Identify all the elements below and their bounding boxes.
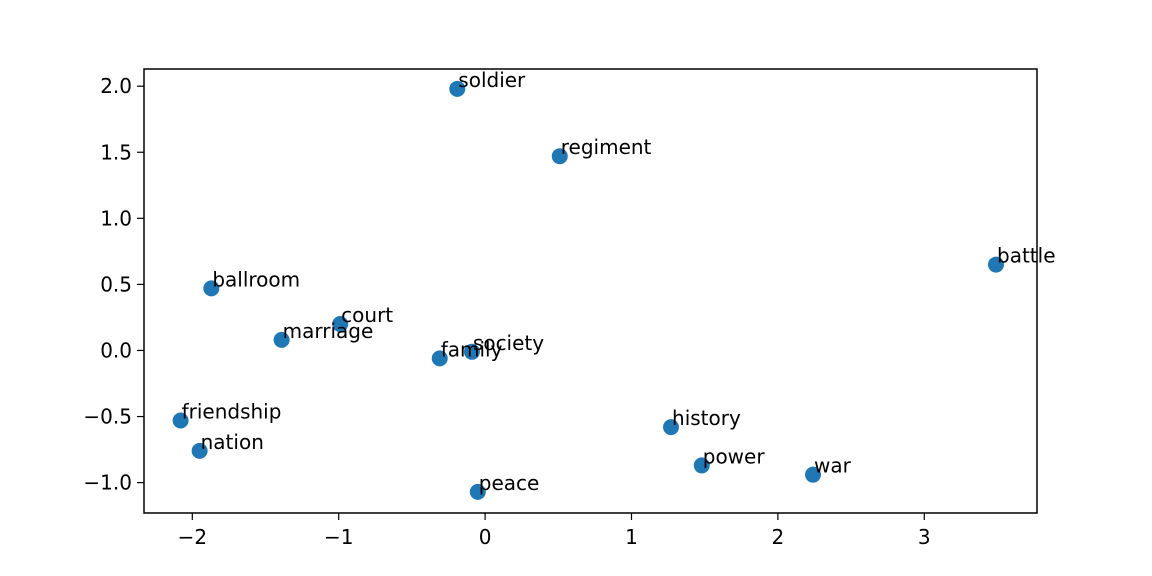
y-tick-label: 1.0 <box>100 206 132 230</box>
y-axis: −1.0 −0.5 0.0 0.5 1.0 1.5 2.0 <box>83 74 144 495</box>
data-point-battle <box>988 256 1005 273</box>
data-point-peace <box>469 483 486 500</box>
point-label-power: power <box>703 444 766 468</box>
y-tick-label: 1.5 <box>100 140 132 164</box>
y-tick-label: −1.0 <box>83 471 132 495</box>
point-labels: soldier regiment battle ballroom courtmarria… <box>182 68 1056 495</box>
point-label-society: society <box>473 331 544 355</box>
data-point-soldier <box>449 80 466 97</box>
point-label-marriage: marriage <box>283 319 374 343</box>
data-points <box>172 80 1005 500</box>
point-label-family: family <box>441 337 503 361</box>
data-point-family <box>431 350 448 367</box>
point-label-friendship: friendship <box>182 400 282 424</box>
point-label-history: history <box>672 406 741 430</box>
data-point-marriage <box>273 331 290 348</box>
data-point-power <box>693 457 710 474</box>
point-label-court: court <box>341 303 393 327</box>
x-tick-label: 3 <box>918 525 931 549</box>
x-tick-label: −1 <box>324 525 353 549</box>
data-point-history <box>663 419 680 436</box>
data-point-society <box>463 343 480 360</box>
data-point-nation <box>191 442 208 459</box>
y-tick-label: 0.0 <box>100 338 132 362</box>
data-point-ballroom <box>203 280 220 297</box>
point-label-ballroom: ballroom <box>212 267 300 291</box>
x-tick-label: 1 <box>625 525 638 549</box>
point-label-soldier: soldier <box>458 68 526 92</box>
data-point-friendship <box>172 412 189 429</box>
data-point-war <box>805 466 822 483</box>
x-axis: −2 −1 0 1 2 3 <box>178 513 931 549</box>
y-tick-label: 2.0 <box>100 74 132 98</box>
data-point-court <box>332 316 349 333</box>
plot-frame <box>143 68 1038 514</box>
point-label-war: war <box>814 454 852 478</box>
x-tick-label: 0 <box>479 525 492 549</box>
point-label-peace: peace <box>479 471 540 495</box>
point-label-nation: nation <box>201 430 264 454</box>
point-label-regiment: regiment <box>561 135 652 159</box>
x-tick-label: −2 <box>178 525 207 549</box>
point-label-battle: battle <box>997 244 1055 268</box>
data-point-regiment <box>551 148 568 165</box>
y-tick-label: 0.5 <box>100 272 132 296</box>
y-tick-label: −0.5 <box>83 405 132 429</box>
x-tick-label: 2 <box>772 525 785 549</box>
